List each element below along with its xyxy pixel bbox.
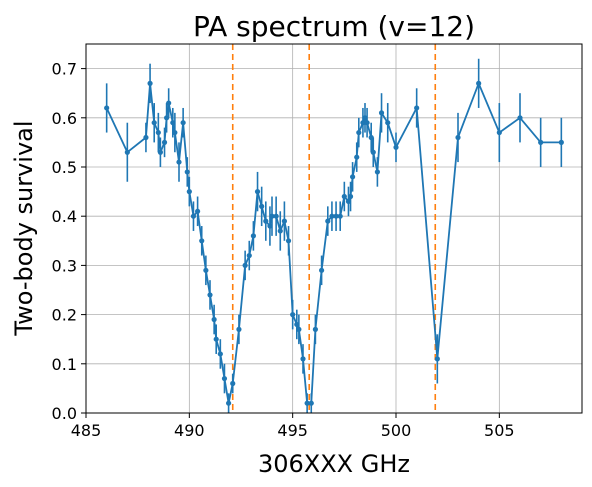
reference-lines bbox=[231, 44, 437, 413]
data-point bbox=[242, 262, 248, 268]
data-point bbox=[277, 228, 283, 234]
data-point bbox=[161, 139, 168, 145]
data-point bbox=[151, 120, 157, 126]
data-point bbox=[184, 169, 190, 175]
data-point bbox=[250, 233, 256, 239]
data-point bbox=[147, 80, 153, 86]
data-point bbox=[304, 400, 310, 406]
y-tick-label: 0.6 bbox=[52, 109, 77, 128]
data-point bbox=[356, 129, 362, 136]
data-point bbox=[211, 316, 217, 323]
data-point bbox=[195, 208, 201, 214]
data-point bbox=[203, 267, 209, 273]
x-axis-label: 306XXX GHz bbox=[258, 450, 410, 478]
data-point bbox=[226, 400, 232, 406]
data-point bbox=[207, 292, 213, 298]
y-tick-label: 0.1 bbox=[52, 355, 77, 374]
data-point bbox=[172, 129, 178, 136]
x-tick-label: 495 bbox=[277, 421, 308, 440]
data-point bbox=[414, 105, 420, 111]
data-point bbox=[273, 213, 279, 219]
data-point bbox=[370, 149, 376, 155]
data-point bbox=[166, 100, 172, 106]
series bbox=[104, 58, 564, 413]
data-point bbox=[180, 120, 186, 126]
data-point bbox=[190, 213, 197, 219]
data-point bbox=[350, 174, 356, 180]
y-tick-label: 0.4 bbox=[52, 207, 77, 226]
data-point bbox=[517, 115, 523, 121]
grid bbox=[85, 44, 582, 414]
x-tick-label: 490 bbox=[174, 421, 205, 440]
x-tick-label: 505 bbox=[484, 421, 515, 440]
data-point bbox=[393, 144, 399, 150]
data-point bbox=[496, 129, 502, 136]
chart-title: PA spectrum (v=12) bbox=[193, 10, 475, 43]
data-point bbox=[269, 213, 275, 219]
plot-frame bbox=[85, 43, 583, 414]
data-point bbox=[455, 134, 461, 141]
data-point bbox=[236, 326, 242, 332]
data-point bbox=[347, 193, 354, 200]
data-point bbox=[341, 193, 347, 200]
data-point bbox=[434, 356, 440, 362]
y-axis-ticks: 0.0 0.1 0.2 0.3 0.4 0.5 0.6 0.7 bbox=[52, 60, 86, 423]
data-point bbox=[246, 252, 252, 259]
data-point bbox=[104, 105, 110, 111]
y-tick-label: 0.3 bbox=[52, 256, 77, 275]
data-point bbox=[333, 213, 339, 219]
x-tick-label: 485 bbox=[71, 421, 102, 440]
data-point bbox=[199, 238, 205, 244]
data-point bbox=[157, 149, 163, 155]
y-axis-label: Two-body survival bbox=[10, 120, 38, 336]
data-point bbox=[538, 139, 544, 145]
data-point bbox=[476, 80, 482, 86]
data-point bbox=[337, 213, 343, 219]
data-point bbox=[308, 400, 314, 406]
data-point bbox=[378, 110, 385, 116]
x-tick-label: 500 bbox=[381, 421, 412, 440]
y-tick-label: 0.2 bbox=[52, 306, 77, 325]
data-point bbox=[124, 149, 130, 155]
data-point bbox=[300, 356, 306, 362]
data-point bbox=[176, 159, 182, 165]
x-axis-ticks: 485 490 495 500 505 bbox=[71, 413, 515, 440]
data-point bbox=[281, 218, 287, 224]
data-point bbox=[217, 351, 223, 357]
data-point bbox=[259, 203, 265, 209]
y-tick-label: 0.7 bbox=[52, 60, 77, 79]
data-point bbox=[312, 326, 318, 332]
data-point bbox=[221, 375, 228, 382]
data-point bbox=[558, 139, 564, 145]
data-point bbox=[290, 312, 296, 318]
data-point bbox=[143, 134, 149, 141]
data-point bbox=[213, 336, 219, 342]
y-tick-label: 0.0 bbox=[52, 404, 77, 423]
data-point bbox=[325, 218, 331, 224]
data-point bbox=[263, 218, 269, 224]
data-point bbox=[186, 189, 192, 195]
data-point bbox=[385, 120, 391, 126]
data-point bbox=[155, 129, 161, 136]
data-point bbox=[319, 267, 325, 273]
data-point bbox=[285, 238, 292, 244]
data-point bbox=[230, 380, 236, 387]
data-point bbox=[329, 213, 335, 219]
y-tick-label: 0.5 bbox=[52, 158, 77, 177]
data-point bbox=[354, 154, 360, 160]
data-point bbox=[364, 120, 370, 126]
data-point bbox=[374, 169, 380, 175]
data-point bbox=[254, 189, 261, 195]
data-point bbox=[296, 326, 302, 332]
